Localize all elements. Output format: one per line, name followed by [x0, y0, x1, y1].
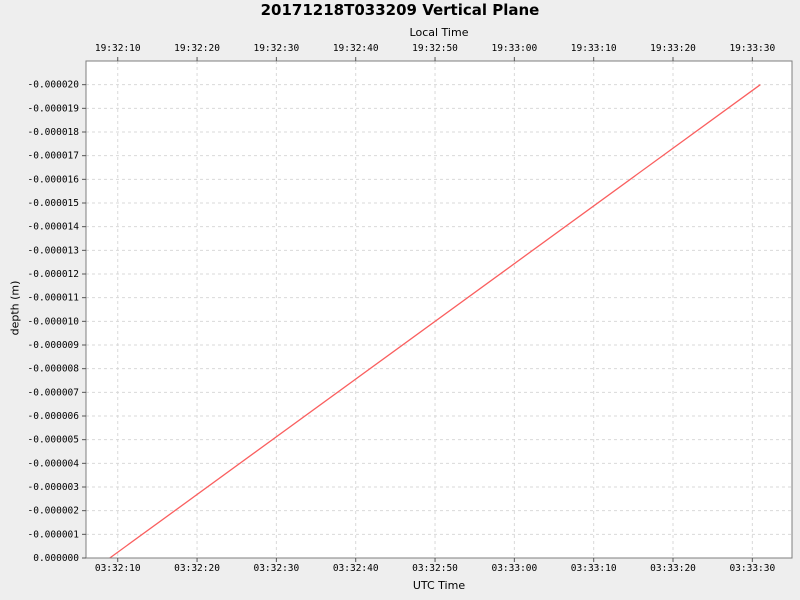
top-tick-label: 19:32:50 — [412, 43, 458, 54]
bottom-axis-title: UTC Time — [412, 579, 466, 592]
y-tick-label: -0.000007 — [28, 387, 79, 398]
depth-series-line — [109, 84, 761, 559]
y-tick-label: 0.000000 — [33, 553, 79, 564]
bottom-tick-label: 03:33:20 — [650, 563, 696, 574]
y-tick-label: -0.000003 — [28, 482, 79, 493]
bottom-tick-label: 03:33:00 — [491, 563, 537, 574]
plot-border — [85, 60, 793, 559]
bottom-tick-label: 03:33:10 — [571, 563, 617, 574]
chart-title: 20171218T033209 Vertical Plane — [260, 1, 540, 19]
plot-background — [86, 61, 792, 558]
bottom-tick-label: 03:32:10 — [95, 563, 141, 574]
y-tick-label: -0.000005 — [28, 435, 79, 446]
y-tick-label: -0.000016 — [28, 174, 80, 185]
y-tick-label: -0.000010 — [28, 316, 80, 327]
top-tick-label: 19:33:10 — [571, 43, 617, 54]
y-tick-label: -0.000013 — [28, 245, 79, 256]
y-tick-label: -0.000014 — [28, 222, 80, 233]
top-tick-label: 19:33:00 — [491, 43, 537, 54]
y-tick-label: -0.000004 — [28, 458, 80, 469]
top-tick-label: 19:32:40 — [333, 43, 379, 54]
bottom-tick-label: 03:32:40 — [333, 563, 379, 574]
y-tick-label: -0.000019 — [28, 103, 80, 114]
y-tick-label: -0.000009 — [28, 340, 80, 351]
top-tick-label: 19:33:20 — [650, 43, 696, 54]
y-tick-label: -0.000006 — [28, 411, 80, 422]
y-tick-label: -0.000012 — [28, 269, 79, 280]
y-tick-label: -0.000001 — [28, 529, 80, 540]
y-tick-label: -0.000017 — [28, 151, 79, 162]
y-tick-label: -0.000020 — [28, 80, 80, 91]
top-tick-label: 19:32:20 — [174, 43, 220, 54]
y-tick-label: -0.000002 — [28, 506, 79, 517]
top-tick-label: 19:33:30 — [729, 43, 775, 54]
bottom-tick-label: 03:32:30 — [253, 563, 299, 574]
bottom-tick-label: 03:33:30 — [729, 563, 775, 574]
top-tick-label: 19:32:10 — [95, 43, 141, 54]
y-tick-label: -0.000015 — [28, 198, 79, 209]
y-tick-label: -0.000011 — [28, 293, 80, 304]
bottom-tick-label: 03:32:50 — [412, 563, 458, 574]
top-axis-title: Local Time — [409, 26, 469, 39]
y-tick-label: -0.000018 — [28, 127, 80, 138]
y-tick-label: -0.000008 — [28, 364, 80, 375]
top-tick-label: 19:32:30 — [253, 43, 299, 54]
bottom-tick-label: 03:32:20 — [174, 563, 220, 574]
